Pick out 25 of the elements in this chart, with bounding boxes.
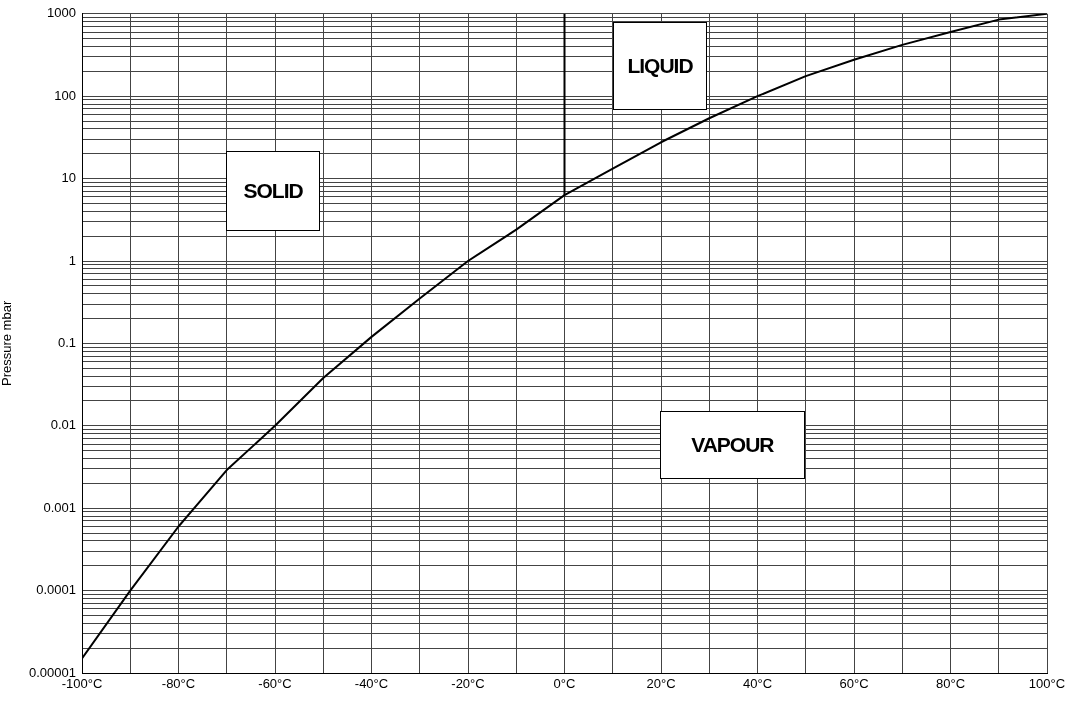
annotation: VAPOUR <box>691 433 774 458</box>
y-tick-label: 1 <box>68 252 76 268</box>
y-tick-label: 0.0001 <box>36 582 76 598</box>
y-tick-label: 0.001 <box>43 499 76 515</box>
y-tick-label: 1000 <box>47 5 76 21</box>
x-tick-label: 20°C <box>646 676 676 692</box>
annotation: SOLID <box>243 178 303 203</box>
x-tick-label: 40°C <box>742 676 773 692</box>
x-tick-label: 60°C <box>839 676 869 692</box>
x-tick-label: 100°C <box>1028 676 1066 692</box>
y-tick-label: 100 <box>54 87 76 103</box>
y-tick-label: 0.01 <box>50 417 76 433</box>
label-box: VAPOUR <box>660 411 805 480</box>
x-tick-label: -20°C <box>451 676 485 692</box>
x-tick-label: 0°C <box>553 676 576 692</box>
label-box: LIQUID <box>612 21 708 111</box>
y-axis-title: Pressure mbar <box>0 300 15 387</box>
x-tick-label: 80°C <box>935 676 966 692</box>
x-tick-label: -40°C <box>354 676 389 692</box>
x-tick-label: -60°C <box>258 676 292 692</box>
y-tick-label: 0.1 <box>57 334 76 350</box>
x-tick-label: -80°C <box>161 676 196 692</box>
y-tick-label: 10 <box>61 170 76 186</box>
label-box: SOLID <box>225 150 321 231</box>
annotation: LIQUID <box>627 53 693 78</box>
